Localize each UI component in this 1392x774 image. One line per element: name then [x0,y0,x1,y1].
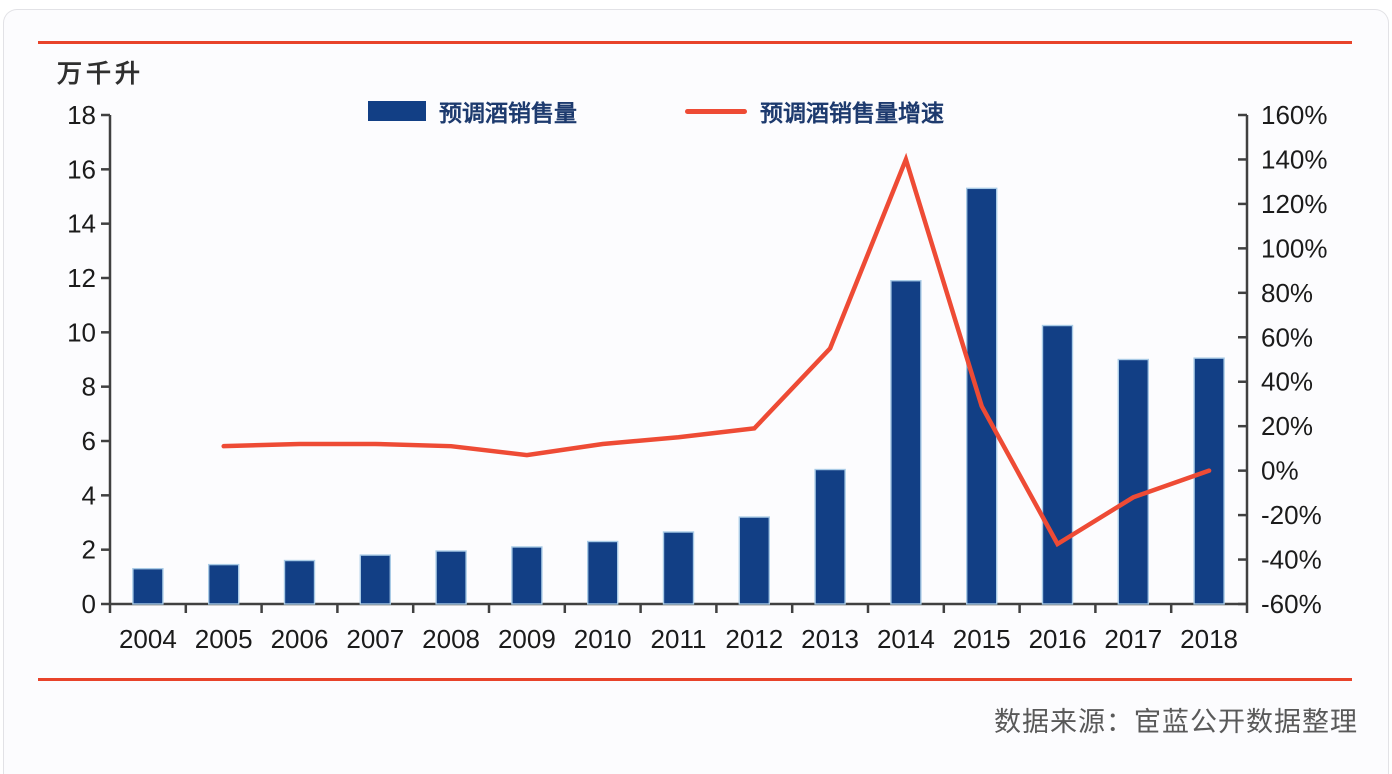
top-divider [38,41,1352,44]
line-swatch-icon [685,108,747,114]
svg-text:12: 12 [67,263,96,293]
svg-text:2015: 2015 [953,624,1011,654]
svg-text:8: 8 [82,372,96,402]
chart-card [3,9,1389,774]
svg-text:2004: 2004 [119,624,177,654]
svg-text:18: 18 [67,100,96,130]
right-tick-labels: -60% -40% -20% 0% 20% 40% 60% 80% 100% 120% 140% 16… [1261,100,1328,619]
svg-text:2: 2 [82,535,96,565]
x-tick-labels: 2004 2005 2006 2007 2008 2009 2010 2011 2012 2013… [119,624,1238,654]
svg-text:6: 6 [82,426,96,456]
growth-line [221,152,1212,548]
svg-text:2018: 2018 [1180,624,1238,654]
svg-text:2007: 2007 [346,624,404,654]
bar-2010 [587,540,619,605]
svg-text:2017: 2017 [1104,624,1162,654]
svg-text:2006: 2006 [271,624,329,654]
bar-2013 [814,468,846,605]
bar-2015 [966,187,998,605]
svg-text:0%: 0% [1261,456,1299,486]
svg-text:-20%: -20% [1261,500,1322,530]
svg-text:0: 0 [82,589,96,619]
bar-2012 [738,516,770,605]
svg-text:4: 4 [82,480,96,510]
legend: 预调酒销售量 预调酒销售量增速 [368,94,944,128]
bar-2009 [511,546,543,605]
svg-text:2014: 2014 [877,624,935,654]
svg-text:2005: 2005 [195,624,253,654]
legend-item-sales: 预调酒销售量 [368,94,577,128]
bar-2005 [207,563,240,605]
svg-text:120%: 120% [1261,189,1328,219]
legend-label-sales: 预调酒销售量 [439,101,577,126]
svg-text:2009: 2009 [498,624,556,654]
svg-text:40%: 40% [1261,367,1313,397]
svg-text:2011: 2011 [651,624,707,654]
legend-item-growth: 预调酒销售量增速 [685,94,944,128]
svg-text:14: 14 [67,209,96,239]
svg-text:2016: 2016 [1029,624,1087,654]
svg-text:-60%: -60% [1261,589,1322,619]
y-axis-unit-label: 万千升 [57,61,145,88]
bar-2007 [359,554,391,605]
svg-text:140%: 140% [1261,144,1328,174]
svg-text:2010: 2010 [574,624,632,654]
bars-group [132,187,1225,605]
svg-text:10: 10 [67,317,96,347]
svg-text:2013: 2013 [801,624,859,654]
legend-label-growth: 预调酒销售量增速 [760,101,944,126]
svg-text:100%: 100% [1261,233,1328,263]
bar-2016 [1041,324,1074,605]
bar-2014 [890,280,922,605]
svg-text:16: 16 [67,154,96,184]
bar-2011 [662,531,695,605]
svg-text:160%: 160% [1261,100,1328,130]
source-note: 数据来源：宦蓝公开数据整理 [994,707,1358,737]
svg-text:80%: 80% [1261,278,1313,308]
bar-2006 [283,559,316,605]
svg-text:-40%: -40% [1261,545,1322,575]
bar-2018 [1193,357,1225,605]
bar-swatch-icon [368,101,426,121]
bar-2008 [435,550,467,605]
svg-text:60%: 60% [1261,322,1313,352]
svg-text:2008: 2008 [422,624,480,654]
svg-text:20%: 20% [1261,411,1313,441]
bar-2004 [132,567,164,605]
svg-text:2012: 2012 [725,624,783,654]
bottom-divider [38,678,1352,681]
left-tick-labels: 0 2 4 6 8 10 12 14 16 18 [67,100,96,619]
bar-2017 [1117,358,1150,605]
